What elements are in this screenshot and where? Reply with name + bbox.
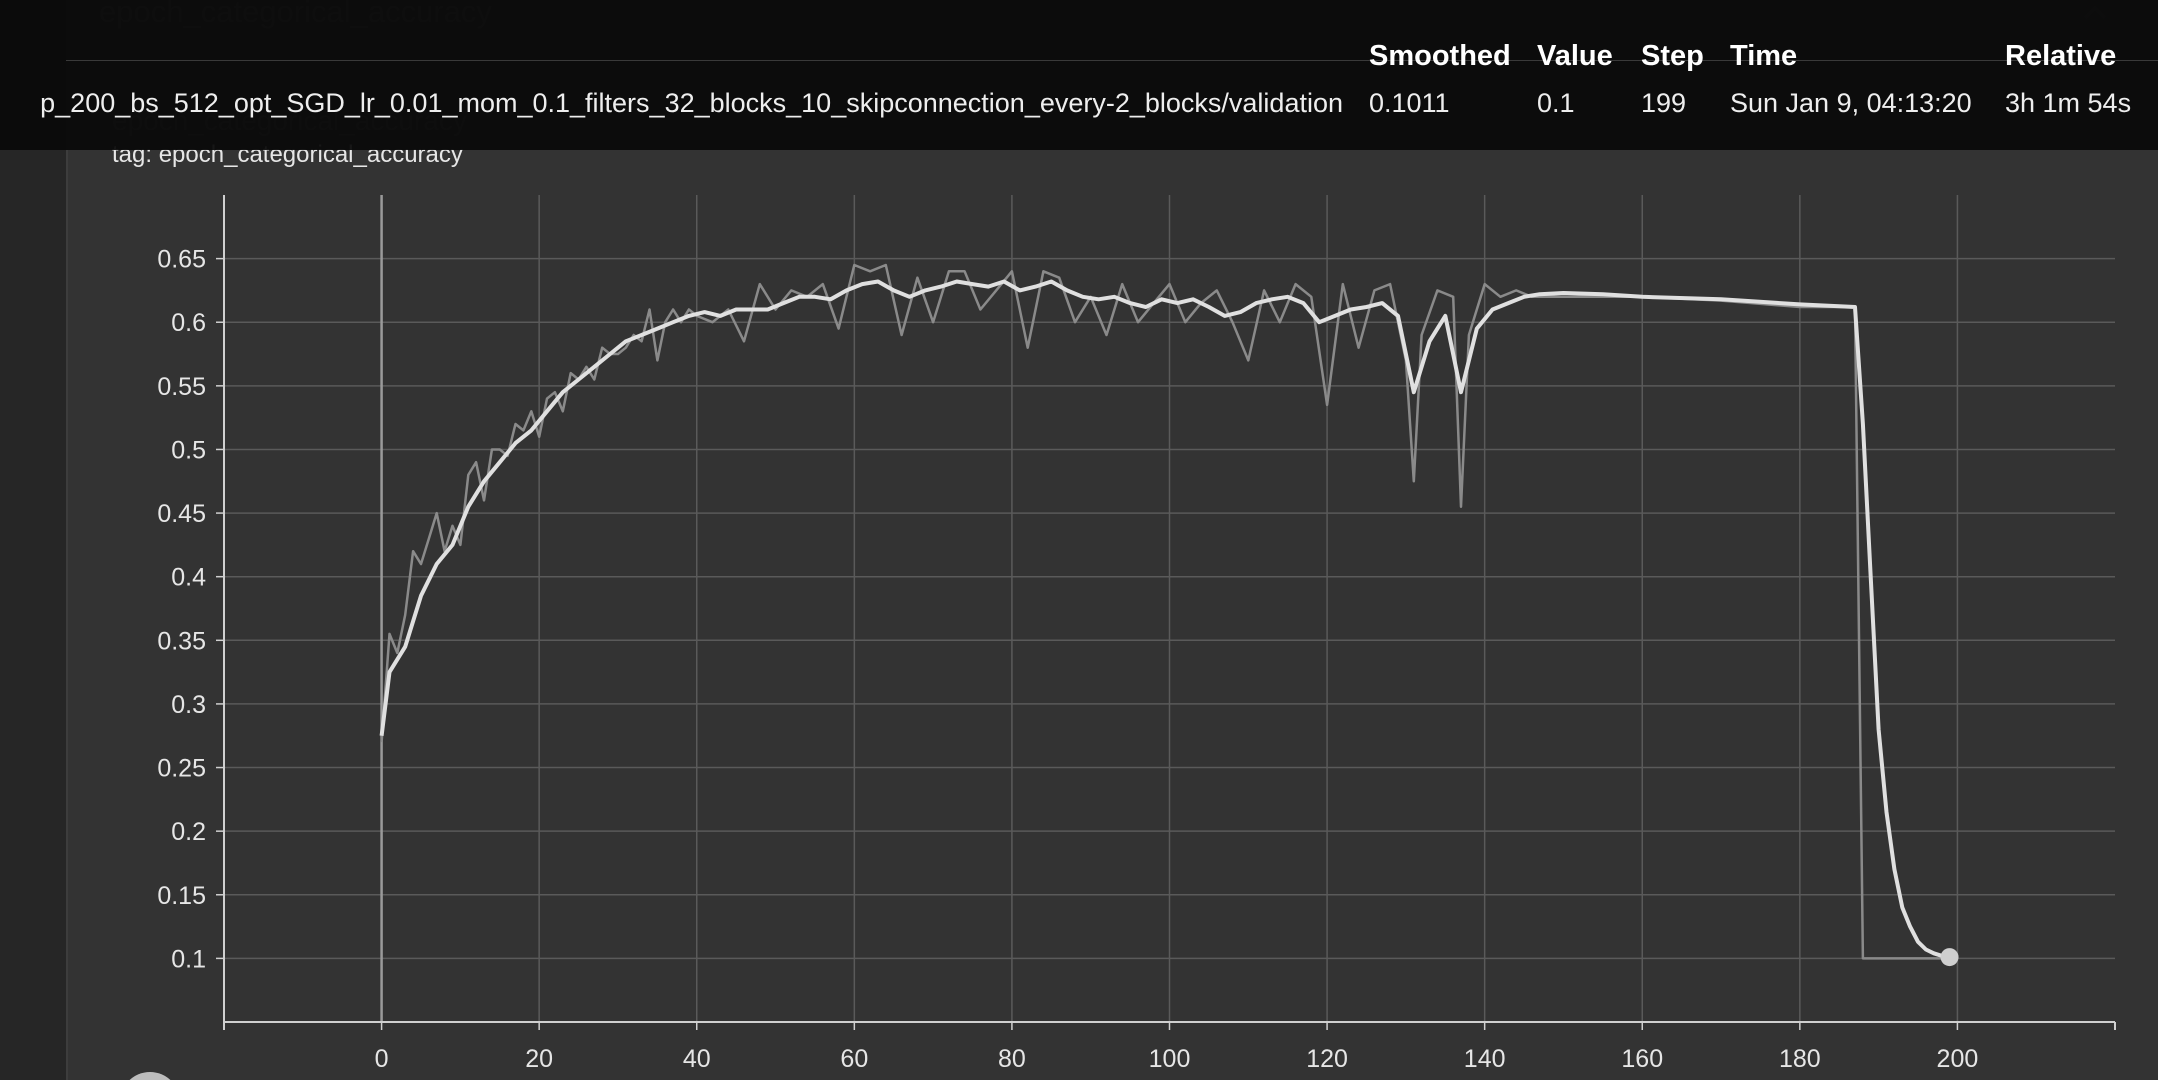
y-tick-label: 0.25 <box>157 755 206 783</box>
y-tick-label: 0.4 <box>171 564 206 592</box>
x-tick-label: 0 <box>375 1045 389 1073</box>
x-tick-label: 20 <box>525 1045 553 1073</box>
grid-layer <box>224 195 2115 1022</box>
tooltip-divider <box>66 60 2158 61</box>
x-tick-label: 140 <box>1464 1045 1506 1073</box>
x-tick-label: 60 <box>840 1045 868 1073</box>
x-tick-label: 120 <box>1306 1045 1348 1073</box>
y-tick-label: 0.2 <box>171 818 206 846</box>
x-tick-label: 40 <box>683 1045 711 1073</box>
y-tick-label: 0.65 <box>157 246 206 274</box>
tooltip-header-smoothed: Smoothed <box>1369 40 1511 72</box>
axis-layer <box>216 195 2116 1030</box>
fab-button[interactable] <box>120 1072 180 1080</box>
tooltip-header-time: Time <box>1730 40 1798 72</box>
y-tick-label: 0.45 <box>157 500 206 528</box>
tooltip-raw-value: 0.1 <box>1537 88 1575 118</box>
y-tick-label: 0.5 <box>171 436 206 464</box>
tooltip-header-relative: Relative <box>2005 40 2117 72</box>
tooltip-header-value: Value <box>1537 40 1613 72</box>
tooltip-run-name: p_200_bs_512_opt_SGD_lr_0.01_mom_0.1_fil… <box>40 88 1343 118</box>
tooltip-relative: 3h 1m 54s <box>2005 88 2132 118</box>
left-gutter <box>0 0 66 1080</box>
x-tick-label: 80 <box>998 1045 1026 1073</box>
tick-label-layer: 0.1 0.15 0.2 0.25 0.3 0.35 0.4 0.45 0.5 0.55 0.6 0.… <box>157 246 1978 1073</box>
x-tick-label: 180 <box>1779 1045 1821 1073</box>
y-tick-label: 0.55 <box>157 373 206 401</box>
tooltip-time: Sun Jan 9, 04:13:20 <box>1730 88 1972 118</box>
tooltip: Smoothed Value Step Time Relative p_200_… <box>0 0 2158 150</box>
x-tick-label: 200 <box>1937 1045 1979 1073</box>
y-tick-label: 0.1 <box>171 945 206 973</box>
scalar-card <box>66 0 2158 1080</box>
y-tick-label: 0.35 <box>157 627 206 655</box>
y-tick-label: 0.6 <box>171 309 206 337</box>
y-tick-label: 0.15 <box>157 882 206 910</box>
series-layer <box>379 263 1959 967</box>
tooltip-header-step: Step <box>1641 40 1704 72</box>
hover-point <box>1940 948 1959 967</box>
tooltip-smoothed-value: 0.1011 <box>1369 88 1450 118</box>
smoothed-series-line <box>379 279 1950 960</box>
tooltip-step: 199 <box>1641 88 1687 118</box>
raw-series-line <box>380 263 1950 960</box>
x-tick-label: 100 <box>1149 1045 1191 1073</box>
y-tick-label: 0.3 <box>171 691 206 719</box>
x-tick-label: 160 <box>1621 1045 1663 1073</box>
